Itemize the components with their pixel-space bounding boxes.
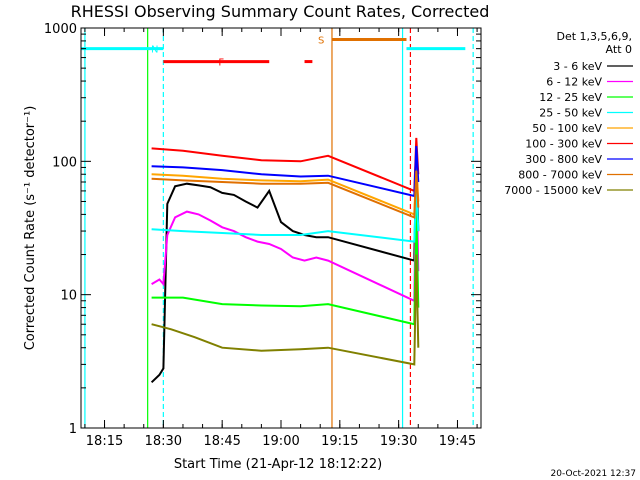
x-axis-label: Start Time (21-Apr-12 18:12:22): [174, 457, 382, 472]
plot-frame: [80, 27, 482, 429]
series-line-8: [151, 254, 420, 366]
legend-entry-7: 800 - 7000 keV: [518, 169, 602, 182]
legend-entry-3: 25 - 50 keV: [539, 107, 602, 120]
axis-layer: 1 10 100 1000 18:15 18:30 18:45 19:00 19:15 19:30…: [44, 22, 481, 449]
x-tick-label-1: 18:30: [145, 434, 182, 449]
y-tick-label-3: 1000: [44, 22, 77, 37]
footer-timestamp: 20-Oct-2021 12:37: [551, 469, 636, 479]
legend-entry-1: 6 - 12 keV: [546, 76, 602, 89]
legend-header-1: Att 0: [606, 43, 632, 56]
chart-title: RHESSI Observing Summary Count Rates, Co…: [71, 2, 490, 21]
legend: Det 1,3,5,6,9,Att 0 3 - 6 keV 6 - 12 keV 12…: [504, 30, 633, 197]
y-tick-label-1: 10: [60, 289, 77, 304]
x-tick-label-3: 19:00: [262, 434, 299, 449]
legend-entry-5: 100 - 300 keV: [525, 138, 602, 151]
x-tick-label-4: 19:15: [321, 434, 358, 449]
series-line-2: [151, 207, 420, 326]
series-line-1: [151, 167, 420, 303]
flag-label-2: F: [218, 58, 224, 69]
series-line-6: [151, 146, 420, 198]
x-tick-label-2: 18:45: [203, 434, 240, 449]
legend-entry-2: 12 - 25 keV: [539, 91, 602, 104]
legend-header-0: Det 1,3,5,6,9,: [556, 30, 632, 43]
series-line-4: [151, 164, 420, 216]
flag-label-4: S: [318, 35, 324, 46]
flag-label-0: N: [151, 45, 158, 56]
plot-layer: N F S: [81, 28, 474, 428]
x-tick-label-0: 18:15: [86, 434, 123, 449]
x-tick-label-6: 19:45: [439, 434, 476, 449]
legend-entry-6: 300 - 800 keV: [525, 153, 602, 166]
series-line-7: [151, 170, 420, 219]
x-tick-label-5: 19:30: [380, 434, 417, 449]
series-line-0: [150, 150, 420, 384]
y-tick-label-0: 1: [69, 422, 77, 437]
legend-entry-8: 7000 - 15000 keV: [504, 184, 602, 197]
y-tick-label-2: 100: [52, 155, 77, 170]
legend-entry-4: 50 - 100 keV: [532, 122, 602, 135]
y-axis-label: Corrected Count Rate (s⁻¹ detector⁻¹): [23, 106, 38, 351]
legend-entry-0: 3 - 6 keV: [553, 60, 602, 73]
